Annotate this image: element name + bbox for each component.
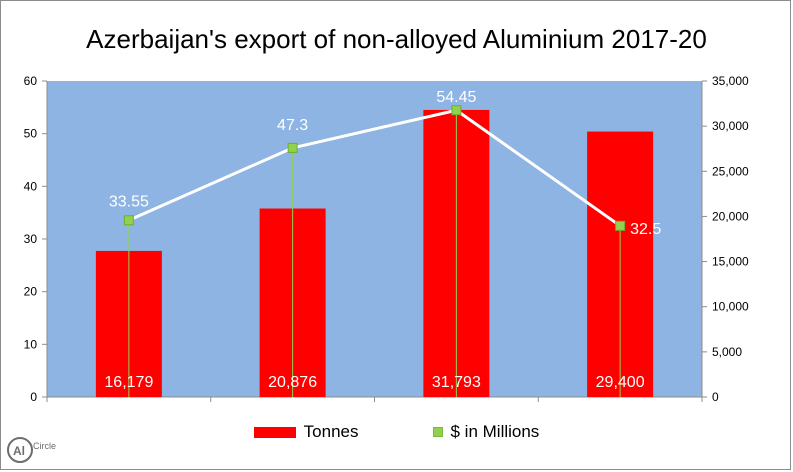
- legend-label-millions: $ in Millions: [450, 422, 540, 441]
- left-axis-tick-label: 60: [24, 74, 38, 88]
- left-axis-tick-label: 10: [24, 337, 38, 351]
- right-axis-tick-label: 35,000: [712, 74, 749, 88]
- legend-swatch-millions: [432, 427, 443, 437]
- svg-text:Circle: Circle: [33, 441, 56, 451]
- left-axis-tick-label: 30: [24, 232, 38, 246]
- chart-title: Azerbaijan's export of non-alloyed Alumi…: [86, 24, 707, 54]
- marker-millions: [287, 142, 298, 153]
- right-axis-tick-label: 20,000: [712, 209, 749, 223]
- data-label-millions: 32.5: [630, 221, 661, 238]
- legend-item-millions: $ in Millions: [432, 422, 540, 442]
- line-millions: [128, 108, 621, 228]
- data-label-tonnes: 20,876: [268, 374, 317, 391]
- left-axis-tick-label: 0: [30, 390, 37, 404]
- data-label-millions: 54.45: [436, 89, 476, 106]
- data-label-millions: 47.3: [277, 117, 308, 134]
- marker-millions: [615, 220, 626, 231]
- right-axis-tick-label: 30,000: [712, 119, 749, 133]
- svg-text:Al: Al: [13, 444, 25, 458]
- left-axis-tick-label: 50: [24, 127, 38, 141]
- legend-swatch-tonnes: [253, 426, 296, 438]
- right-axis-tick-label: 15,000: [712, 255, 749, 269]
- data-label-tonnes: 31,793: [432, 374, 481, 391]
- left-axis-tick-label: 40: [24, 179, 38, 193]
- left-axis-tick-label: 20: [24, 285, 38, 299]
- data-label-tonnes: 16,179: [104, 374, 153, 391]
- right-axis-tick-label: 25,000: [712, 164, 749, 178]
- alcircle-logo: Al Circle: [7, 437, 56, 463]
- legend-item-tonnes: Tonnes: [253, 422, 359, 442]
- right-axis-tick-label: 10,000: [712, 300, 749, 314]
- right-axis-tick-label: 0: [712, 390, 719, 404]
- chart-legend: Tonnes $ in Millions: [0, 422, 793, 442]
- data-label-millions: 33.55: [109, 193, 149, 210]
- marker-millions: [123, 215, 134, 226]
- legend-label-tonnes: Tonnes: [303, 422, 359, 441]
- marker-millions: [451, 105, 462, 116]
- data-label-tonnes: 29,400: [596, 374, 645, 391]
- right-axis-tick-label: 5,000: [712, 345, 742, 359]
